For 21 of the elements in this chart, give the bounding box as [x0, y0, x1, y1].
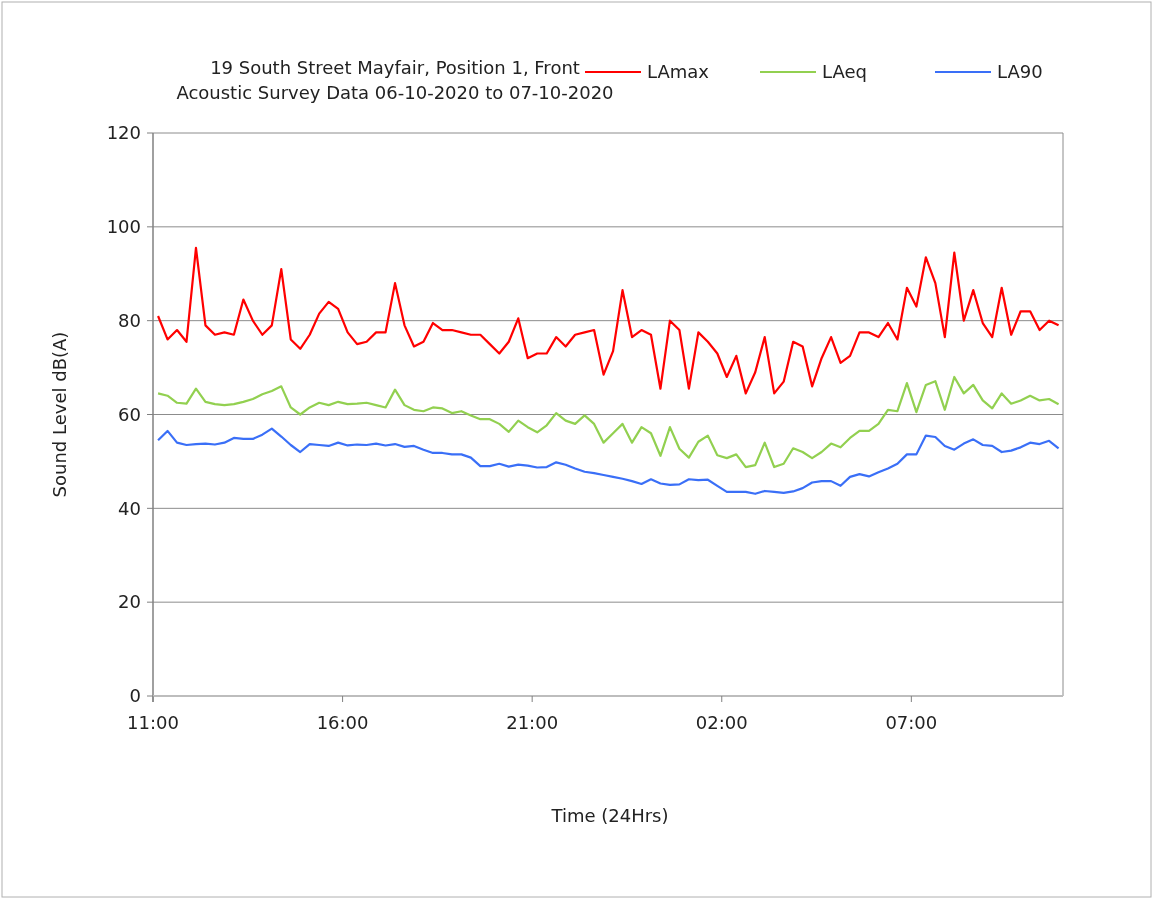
- legend-label: LAmax: [647, 61, 710, 83]
- x-tick-label: 02:00: [695, 712, 748, 733]
- x-tick-label: 07:00: [885, 712, 938, 733]
- y-tick-label: 80: [118, 309, 141, 331]
- line-series: [156, 427, 1060, 495]
- y-tick-label: 120: [106, 122, 141, 144]
- legend-label: LA90: [997, 61, 1043, 83]
- line-series: [156, 246, 1060, 395]
- y-tick-label: 40: [118, 497, 141, 519]
- y-tick-label: 100: [106, 216, 141, 238]
- y-tick-label: 60: [118, 403, 141, 425]
- y-tick-label: 20: [118, 591, 141, 613]
- chart-title: 19 South Street Mayfair, Position 1, Front Acoustic Survey Data 06-10-2020 to 07-10-2020: [176, 57, 614, 103]
- y-axis-title: Sound Level dB(A): [49, 331, 70, 498]
- x-tick-label: 11:00: [127, 712, 179, 733]
- legend-label: LAeq: [822, 61, 867, 83]
- x-axis-title: Time (24Hrs): [550, 805, 669, 826]
- x-tick-label: 21:00: [506, 712, 559, 733]
- x-tick-label: 16:00: [316, 712, 369, 733]
- line-series: [156, 375, 1060, 469]
- y-tick-label: 0: [129, 685, 141, 707]
